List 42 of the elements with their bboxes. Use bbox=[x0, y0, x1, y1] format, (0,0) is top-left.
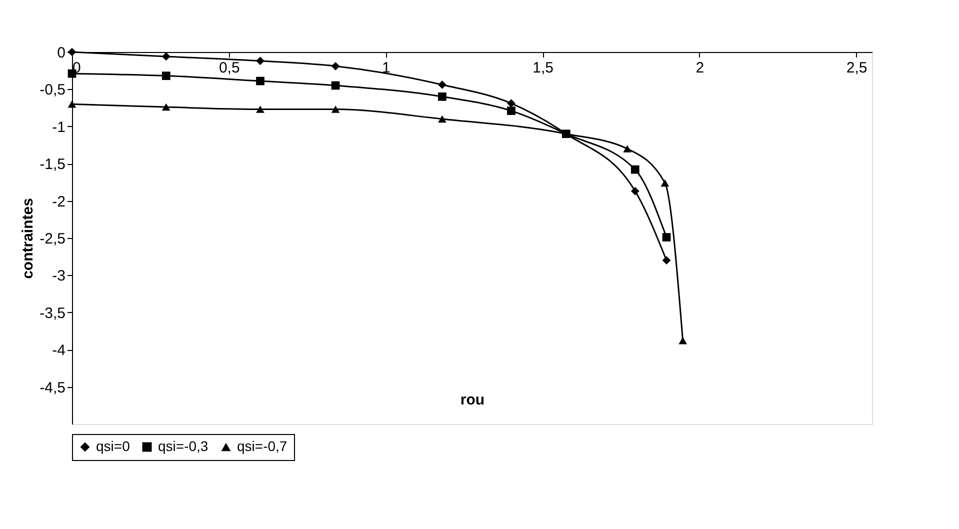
y-axis-title: contraintes bbox=[20, 198, 37, 279]
y-tick-label: 0 bbox=[57, 44, 66, 62]
point bbox=[438, 115, 446, 123]
x-tick-label: 1 bbox=[382, 60, 390, 76]
y-tick-label: -3 bbox=[52, 268, 66, 285]
point bbox=[68, 100, 76, 108]
legend-label: qsi=-0,7 bbox=[237, 438, 288, 454]
legend-label: qsi=0 bbox=[96, 438, 130, 454]
point bbox=[256, 106, 264, 113]
point bbox=[507, 99, 516, 108]
y-tick-label: -2,5 bbox=[40, 230, 66, 248]
point bbox=[162, 52, 170, 61]
x-tick-label: 2 bbox=[696, 60, 704, 76]
legend-label: qsi=-0,3 bbox=[158, 438, 208, 454]
point bbox=[623, 145, 632, 152]
x-tick-label: 1,5 bbox=[532, 60, 554, 76]
x-axis-title: rou bbox=[460, 392, 485, 408]
point bbox=[331, 81, 340, 90]
y-tick-label: -0,5 bbox=[40, 82, 66, 99]
point bbox=[162, 103, 170, 111]
point bbox=[331, 62, 340, 70]
point bbox=[507, 106, 516, 115]
y-tick-label: -4,5 bbox=[40, 379, 66, 396]
y-tick-label: -3,5 bbox=[40, 304, 66, 322]
point bbox=[438, 80, 446, 89]
point bbox=[256, 56, 264, 66]
x-tick-label: 0,5 bbox=[218, 60, 240, 76]
point bbox=[162, 72, 170, 80]
y-tick-label: -1,5 bbox=[40, 156, 66, 174]
point bbox=[438, 92, 446, 101]
point bbox=[662, 256, 671, 265]
point bbox=[662, 233, 671, 242]
point bbox=[331, 106, 340, 113]
y-tick-label: -2 bbox=[52, 193, 66, 210]
point bbox=[630, 186, 640, 196]
y-tick-label: -1 bbox=[52, 118, 66, 136]
x-tick-label: 2,5 bbox=[846, 60, 868, 76]
point bbox=[630, 165, 640, 174]
point bbox=[660, 179, 670, 187]
point bbox=[678, 337, 688, 344]
point bbox=[256, 76, 264, 86]
y-tick-label: -4 bbox=[52, 342, 66, 360]
